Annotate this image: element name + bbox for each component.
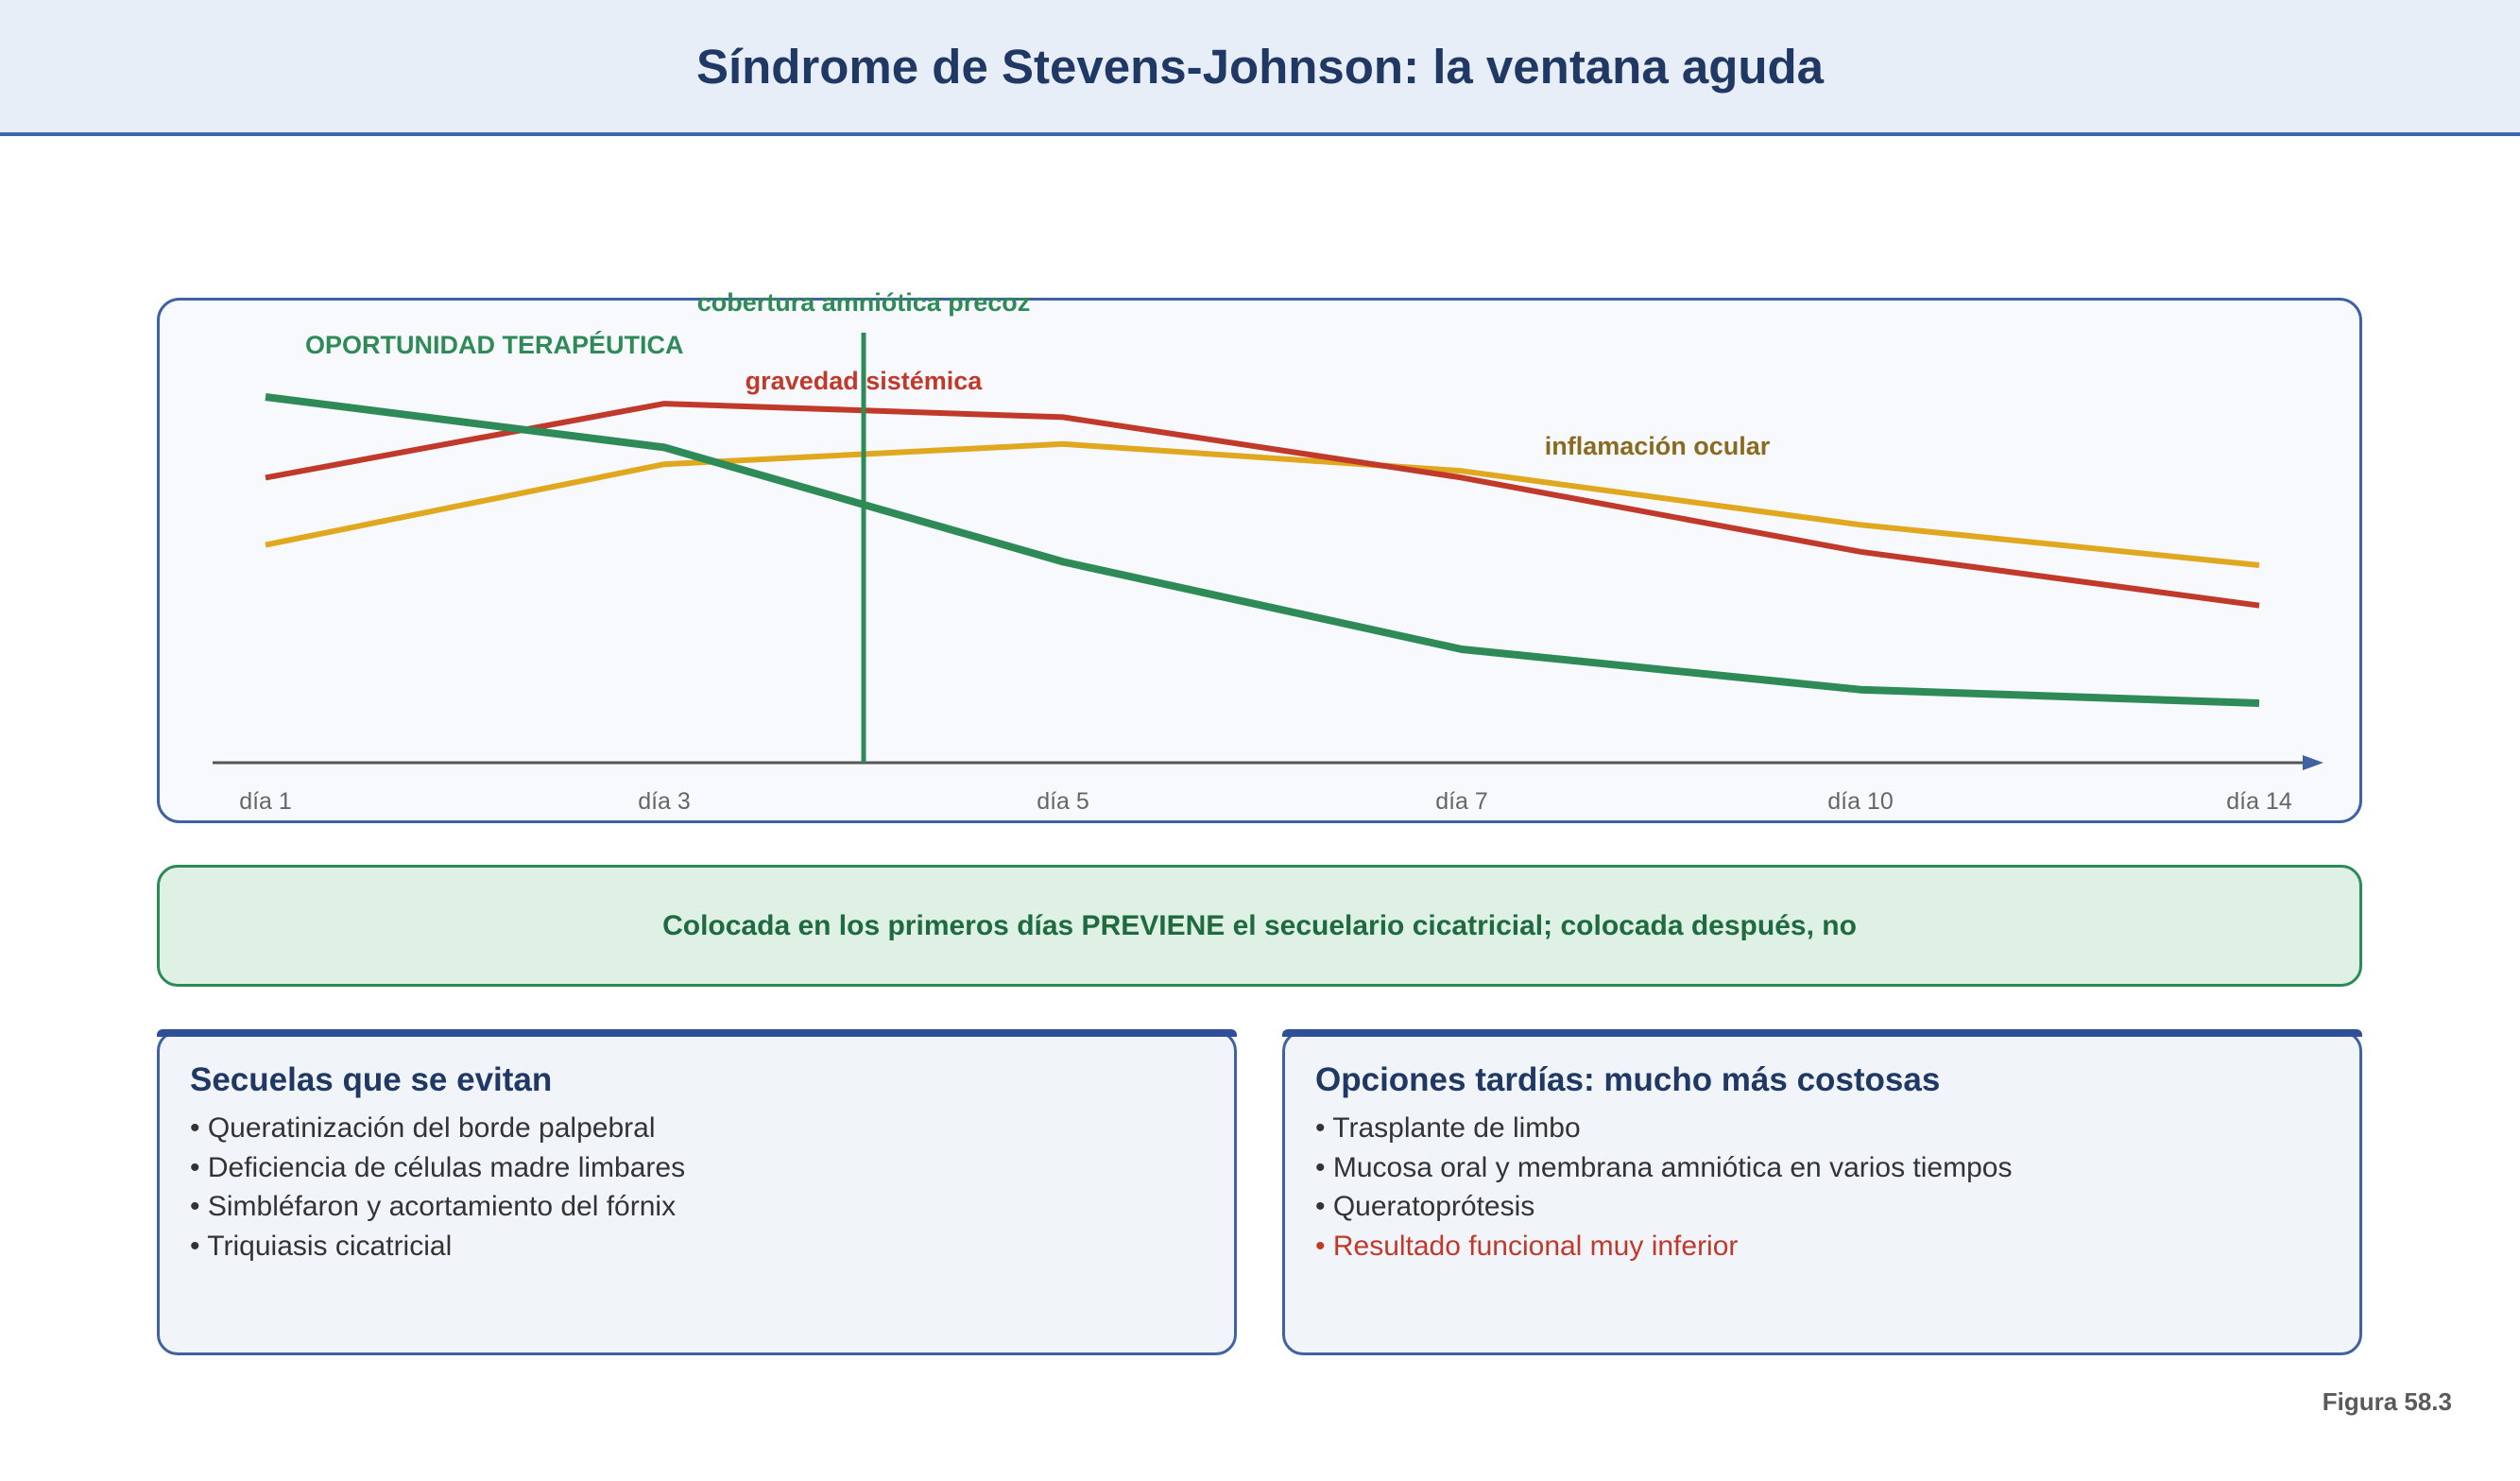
ocular-inflammation-label: inflamación ocular (1545, 432, 1771, 460)
list-item: • Queratinización del borde palpebral (190, 1112, 656, 1144)
timeline-chart: día 1 día 3 día 5 día 7 día 10 día 14 cobertu… (213, 288, 2323, 815)
x-tick-label: día 3 (638, 788, 691, 815)
list-item: • Triquiasis cicatricial (190, 1230, 453, 1262)
x-axis-arrowhead (2303, 755, 2323, 770)
list-item: • Queratoprótesis (1315, 1191, 1535, 1222)
list-item: • Mucosa oral y membrana amniótica en va… (1315, 1151, 2013, 1183)
x-tick-label: día 1 (239, 788, 292, 815)
callout-text: Colocada en los primeros días PREVIENE e… (662, 909, 1857, 941)
chart-panel: día 1 día 3 día 5 día 7 día 10 día 14 cobertu… (157, 288, 2362, 823)
figure-label: Figura 58.3 (2322, 1387, 2452, 1416)
sequelae-list: • Queratinización del borde palpebral • … (190, 1109, 1204, 1266)
key-message-callout: Colocada en los primeros días PREVIENE e… (157, 865, 2362, 987)
header-banner: Síndrome de Stevens-Johnson: la ventana … (0, 0, 2520, 136)
x-tick-label: día 10 (1827, 788, 1894, 815)
systemic-severity-line (265, 401, 2260, 609)
early-cover-marker-label: cobertura amniótica precoz (697, 288, 1031, 317)
list-item: • Trasplante de limbo (1315, 1112, 1581, 1144)
card-title: Opciones tardías: mucho más costosas (1315, 1061, 1941, 1098)
x-tick-label: día 14 (2226, 788, 2292, 815)
opportunity-line (265, 393, 2260, 707)
x-tick-label: día 7 (1435, 788, 1488, 815)
opportunity-series-label: OPORTUNIDAD TERAPÉUTICA (305, 330, 684, 359)
list-item: • Deficiencia de células madre limbares (190, 1151, 686, 1183)
list-item: • Simbléfaron y acortamiento del fórnix (190, 1191, 677, 1222)
ocular-inflammation-line (265, 440, 2260, 568)
list-item-warning: • Resultado funcional muy inferior (1315, 1230, 1739, 1262)
card-title: Secuelas que se evitan (190, 1061, 553, 1098)
x-tick-label: día 5 (1037, 788, 1089, 815)
systemic-severity-label: gravedad sistémica (746, 367, 984, 395)
late-options-list: • Trasplante de limbo • Mucosa oral y me… (1315, 1109, 2329, 1266)
card-prevented-sequelae: Secuelas que se evitan • Queratinización… (157, 1029, 1237, 1355)
page-title: Síndrome de Stevens-Johnson: la ventana … (695, 39, 1825, 94)
card-late-options: Opciones tardías: mucho más costosas • T… (1282, 1029, 2362, 1355)
